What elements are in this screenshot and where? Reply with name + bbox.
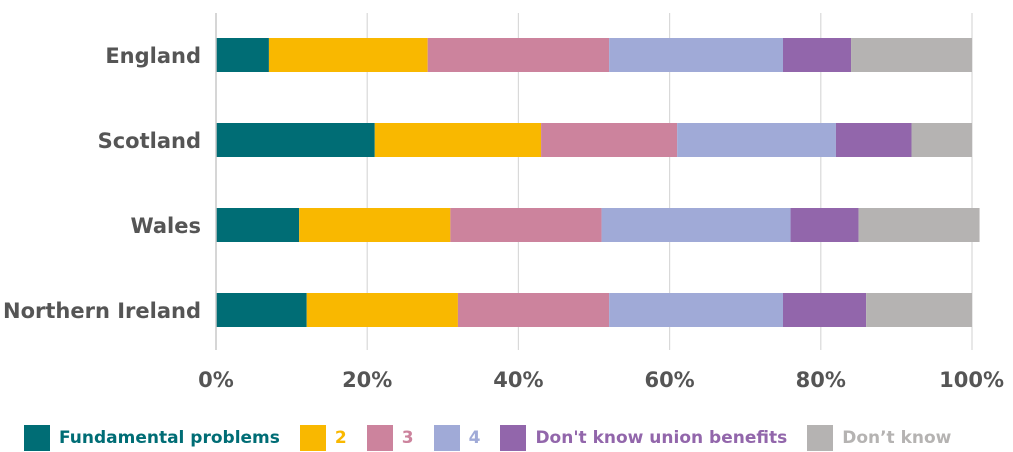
bar-england-series-3 [427,38,610,72]
bar-scotland-series-1 [216,123,375,157]
bar-scotland-series-2 [374,123,542,157]
legend-item: 3 [366,425,414,451]
bar-scotland-series-3 [541,123,678,157]
bar-wales-series-1 [216,208,300,242]
legend-item: Don’t know [807,425,951,451]
legend-label: 2 [334,428,347,448]
x-tick-label: 0% [198,368,234,392]
legend-label: Don't know union benefits [535,428,788,448]
bar-wales-series-3 [450,208,602,242]
bar-northern-ireland-series-3 [457,293,610,327]
bars [216,38,980,327]
x-tick-label: 80% [796,368,846,392]
legend-item: 4 [433,425,481,451]
legend-item: Don't know union benefits [500,425,787,451]
category-label: Scotland [98,129,201,153]
bar-england-series-6 [851,38,972,72]
bar-wales-series-5 [790,208,859,242]
category-labels: England Scotland Wales Northern Ireland [3,44,201,323]
bar-england-series-1 [216,38,269,72]
bar-scotland-series-6 [911,123,972,157]
category-label: England [105,44,201,68]
bar-england-series-4 [609,38,783,72]
legend-swatch [366,425,393,451]
legend-swatch [299,425,326,451]
legend-swatch [24,425,50,451]
legend-item: 2 [299,425,347,451]
bar-northern-ireland-series-2 [306,293,458,327]
bar-england-series-2 [268,38,428,72]
bar-northern-ireland-series-5 [783,293,867,327]
legend-label: 3 [401,428,414,448]
x-tick-label: 20% [342,368,392,392]
legend-label: 4 [468,428,481,448]
bar-northern-ireland-series-6 [866,293,972,327]
legend: Fundamental problems 2 3 4 Don't know union … [24,424,971,452]
legend-swatch [433,425,460,451]
stacked-bar-chart: England Scotland Wales Northern Ireland 0% 2… [3,13,1004,392]
bar-scotland-series-4 [677,123,836,157]
bar-england-series-5 [783,38,852,72]
legend-label: Don’t know [842,428,952,448]
x-tick-labels: 0% 20% 40% 60% 80% 100% [198,368,1004,392]
legend-swatch [807,425,834,451]
category-label: Wales [130,214,201,238]
bar-wales-series-4 [601,208,791,242]
x-tick-label: 60% [644,368,694,392]
bar-scotland-series-5 [835,123,912,157]
category-label: Northern Ireland [3,299,201,323]
bar-wales-series-6 [858,208,980,242]
x-tick-label: 40% [493,368,543,392]
legend-swatch [500,425,527,451]
legend-label: Fundamental problems [59,428,280,448]
legend-item: Fundamental problems [24,425,280,451]
bar-wales-series-2 [299,208,451,242]
bar-northern-ireland-series-1 [216,293,307,327]
x-tick-label: 100% [939,368,1004,392]
bar-northern-ireland-series-4 [609,293,783,327]
